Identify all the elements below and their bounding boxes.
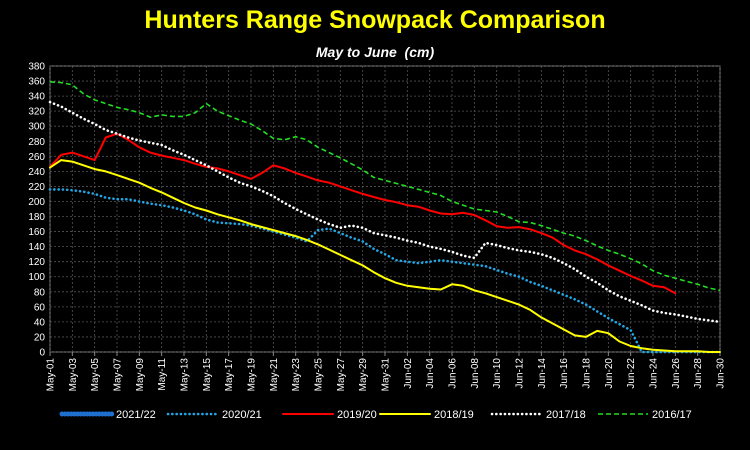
x-tick-label: Jun-14 [537,358,548,389]
x-tick-label: Jun-22 [626,358,637,389]
y-tick-label: 180 [28,212,45,223]
x-tick-label: Jun-10 [492,358,503,389]
legend-label: 2016/17 [652,409,692,421]
series-line-2019-20 [49,132,677,295]
y-tick-label: 340 [28,92,45,103]
y-tick-label: 360 [28,77,45,88]
chart-title: Hunters Range Snowpack Comparison [144,6,606,34]
y-tick-label: 240 [28,167,45,178]
legend-label: 2020/21 [222,409,262,421]
x-tick-label: Jun-08 [470,358,481,389]
x-tick-label: Jun-04 [425,358,436,389]
plot-frame [49,65,721,353]
x-tick-label: May-29 [358,358,369,392]
legend: 2021/22 2020/21 2019/20 2018/19 2017/18 2016/… [59,409,692,421]
legend-label: 2017/18 [546,409,586,421]
x-tick-label: Jun-30 [716,358,727,389]
y-tick-label: 300 [28,122,45,133]
y-tick-label: 320 [28,107,45,118]
y-tick-label: 80 [34,287,46,298]
y-tick-label: 60 [34,302,46,313]
legend-label: 2019/20 [337,409,377,421]
x-tick-label: May-01 [46,358,57,392]
y-tick-label: 0 [39,348,45,359]
y-tick-label: 20 [34,332,46,343]
y-tick-label: 380 [28,62,45,73]
series-line-2017-18 [48,100,722,324]
series-line-2018-19 [49,159,721,353]
y-tick-label: 220 [28,182,45,193]
legend-label: 2018/19 [434,409,474,421]
legend-label: 2021/22 [116,409,156,421]
x-tick-label: May-05 [90,358,101,392]
series-line-2020-21 [48,188,722,354]
x-tick-label: Jun-12 [515,358,526,389]
series-line-2016-17 [49,81,721,292]
x-tick-label: Jun-24 [649,358,660,389]
x-tick-label: May-07 [113,358,124,392]
x-tick-label: May-23 [291,358,302,392]
x-tick-label: May-03 [68,358,79,392]
x-tick-label: May-25 [314,358,325,392]
x-tick-label: May-15 [202,358,213,392]
x-tick-label: May-11 [157,358,168,391]
x-tick-label: May-17 [224,358,235,392]
y-axis: 0 20 40 60 80 100 120 140 160 180 200 220 240 260 280 3… [28,62,45,359]
y-tick-label: 40 [34,317,46,328]
x-tick-label: Jun-16 [559,358,570,389]
x-tick-label: Jun-28 [693,358,704,389]
x-tick-label: Jun-02 [403,358,414,389]
y-tick-label: 280 [28,137,45,148]
x-tick-label: Jun-18 [582,358,593,389]
x-tick-label: May-19 [247,358,258,392]
x-tick-label: Jun-20 [604,358,615,389]
y-tick-label: 200 [28,197,45,208]
x-tick-label: May-21 [269,358,280,392]
y-tick-label: 100 [28,272,45,283]
series-group [48,81,722,354]
x-axis: May-01 May-03 May-05 May-07 May-09 May-11 May-… [46,352,727,391]
y-tick-label: 160 [28,227,45,238]
x-tick-label: May-13 [180,358,191,392]
x-tick-label: May-31 [381,358,392,392]
y-tick-label: 260 [28,152,45,163]
x-tick-label: Jun-06 [448,358,459,389]
chart-subtitle: May to June (cm) [315,44,435,60]
x-tick-label: May-27 [336,358,347,392]
plot-area [49,65,721,353]
x-tick-label: May-09 [135,358,146,392]
y-tick-label: 120 [28,257,45,268]
x-tick-label: Jun-26 [671,358,682,389]
y-tick-label: 140 [28,242,45,253]
